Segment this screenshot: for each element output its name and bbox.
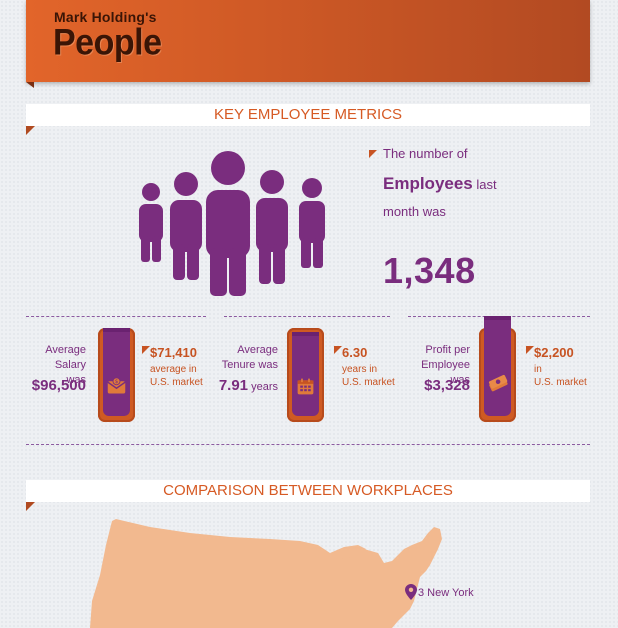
employees-line1: The number of bbox=[383, 146, 468, 161]
employees-line3: month was bbox=[383, 204, 446, 219]
employees-line2: Employees last bbox=[383, 174, 497, 194]
profit-us-note-line1: in bbox=[534, 364, 542, 375]
salary-label-line1: Average Salary bbox=[45, 344, 86, 371]
tenure-us-note: years in U.S. market bbox=[342, 363, 395, 389]
metrics-section-title: KEY EMPLOYEE METRICS bbox=[26, 104, 590, 126]
profit-label: Profit per Employee was bbox=[400, 343, 470, 388]
profit-gauge-fill bbox=[484, 316, 511, 416]
salary-label: Average Salary was bbox=[20, 343, 86, 388]
employees-keyword: Employees bbox=[383, 174, 473, 193]
us-map bbox=[90, 519, 442, 628]
salary-us-note-line1: average in bbox=[150, 364, 197, 375]
salary-label-line2: was bbox=[66, 374, 86, 386]
svg-text:$: $ bbox=[115, 379, 118, 385]
tenure-us-note-line2: U.S. market bbox=[342, 377, 395, 388]
profit-label-line2: Employee was bbox=[421, 359, 470, 386]
money-envelope-icon: $ bbox=[107, 377, 126, 394]
tenure-gauge bbox=[287, 328, 324, 422]
section-corner-marker bbox=[26, 502, 35, 511]
profit-us-value: $2,200 bbox=[534, 345, 574, 360]
tenure-label-line1: Average bbox=[237, 344, 278, 356]
profit-value: $3,328 bbox=[424, 377, 470, 394]
salary-gauge-cap bbox=[103, 328, 130, 332]
header-banner: Mark Holding's People bbox=[26, 0, 590, 82]
tenure-us-note-line1: years in bbox=[342, 364, 378, 375]
profit-us-note-line2: U.S. market bbox=[534, 377, 587, 388]
profit-us-marker bbox=[526, 346, 534, 354]
profit-gauge-cap bbox=[484, 316, 511, 320]
employee-count: 1,348 bbox=[383, 250, 476, 291]
tenure-us-marker bbox=[334, 346, 342, 354]
divider bbox=[26, 444, 590, 445]
profit-us-note: in U.S. market bbox=[534, 363, 587, 389]
salary-us-marker bbox=[142, 346, 150, 354]
tenure-gauge-cap bbox=[292, 332, 319, 336]
location-pin-icon[interactable] bbox=[405, 584, 417, 600]
salary-us-note: average in U.S. market bbox=[150, 363, 203, 389]
location-label: 3 New York bbox=[418, 587, 474, 599]
employees-line2-rest: last bbox=[472, 177, 497, 192]
employees-marker bbox=[369, 150, 377, 158]
salary-gauge-fill bbox=[103, 328, 130, 416]
calendar-icon bbox=[297, 378, 314, 395]
tenure-us-value: 6.30 bbox=[342, 345, 368, 360]
page-title: People bbox=[53, 22, 162, 64]
comparison-section-title: COMPARISON BETWEEN WORKPLACES bbox=[26, 480, 590, 502]
profit-label-line1: Profit per bbox=[425, 344, 470, 356]
cash-stack-icon bbox=[488, 374, 508, 392]
salary-us-value: $71,410 bbox=[150, 345, 197, 360]
divider bbox=[26, 316, 206, 317]
banner-fold bbox=[26, 82, 34, 88]
tenure-label-line2: Tenure was bbox=[221, 359, 278, 371]
tenure-value: 7.91 years bbox=[200, 377, 278, 394]
tenure-value-number: 7.91 bbox=[218, 377, 249, 394]
section-corner-marker bbox=[26, 126, 35, 135]
salary-us-note-line2: U.S. market bbox=[150, 377, 203, 388]
tenure-value-unit: years bbox=[248, 381, 278, 393]
company-name: Mark Holding's bbox=[54, 9, 157, 25]
salary-value: $96,500 bbox=[31, 377, 86, 394]
tenure-gauge-fill bbox=[292, 332, 319, 416]
profit-gauge bbox=[479, 316, 516, 422]
tenure-label: Average Tenure was bbox=[214, 343, 278, 373]
salary-gauge: $ bbox=[98, 328, 135, 422]
divider bbox=[224, 316, 390, 317]
people-group-icon bbox=[139, 151, 325, 296]
